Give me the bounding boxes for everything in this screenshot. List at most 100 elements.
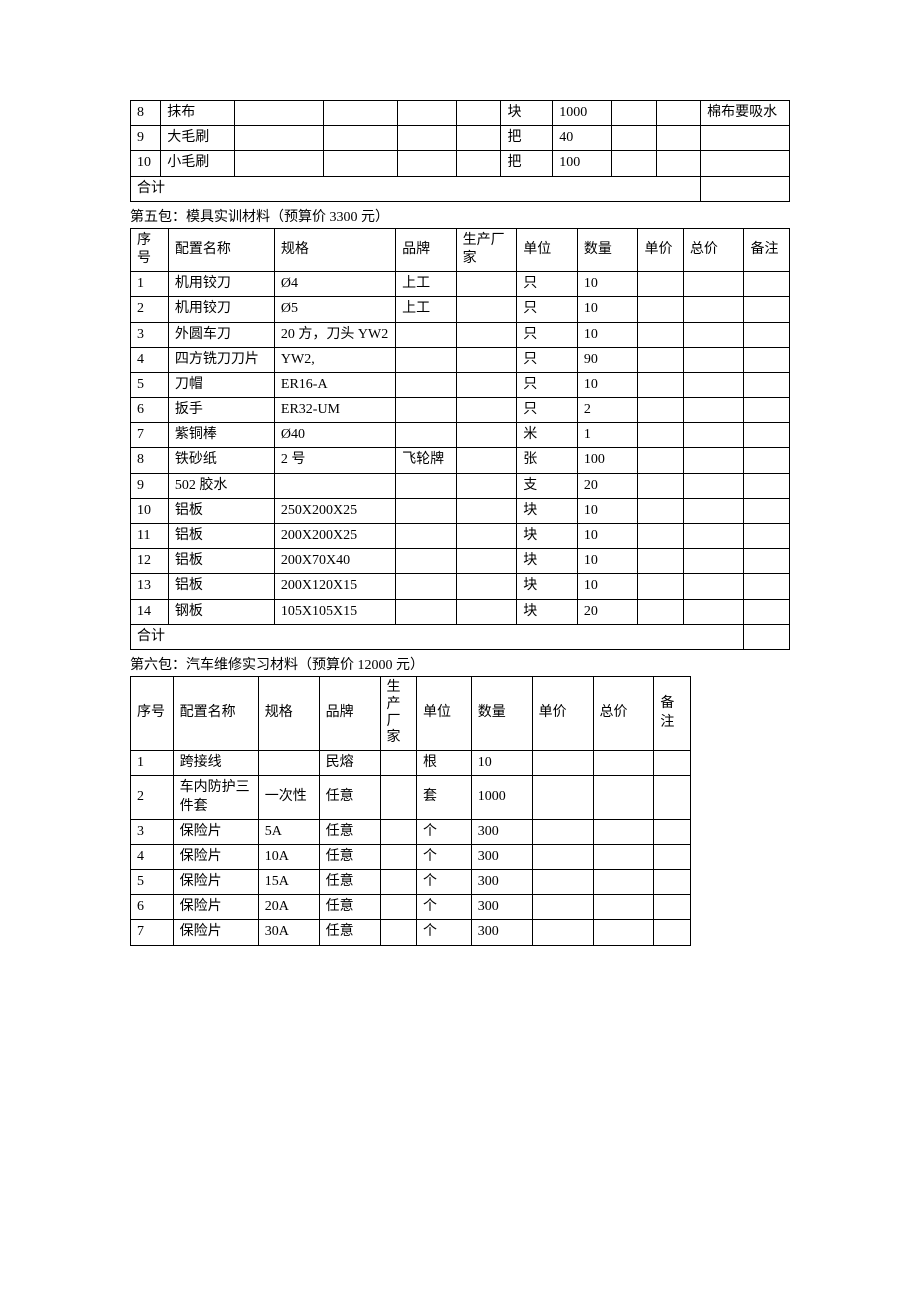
table-header-cell: 生产厂家 bbox=[380, 676, 417, 750]
table-cell bbox=[744, 322, 790, 347]
table-cell: 20A bbox=[258, 895, 319, 920]
table-cell: 小毛刷 bbox=[161, 151, 235, 176]
table-row: 7紫铜棒Ø40米1 bbox=[131, 423, 790, 448]
table-row: 2车内防护三件套一次性任意套1000 bbox=[131, 776, 691, 819]
table-cell: 4 bbox=[131, 844, 174, 869]
table-cell: 1 bbox=[131, 751, 174, 776]
table-cell bbox=[638, 574, 683, 599]
table-footer-cell bbox=[701, 176, 790, 201]
table-cell bbox=[396, 599, 457, 624]
table-cell bbox=[744, 423, 790, 448]
table-cell: 大毛刷 bbox=[161, 126, 235, 151]
table-cell bbox=[397, 101, 456, 126]
table-cell bbox=[654, 895, 691, 920]
table-cell bbox=[656, 126, 700, 151]
table-cell: 3 bbox=[131, 819, 174, 844]
table-row: 8抹布块1000棉布要吸水 bbox=[131, 101, 790, 126]
table-cell: 张 bbox=[517, 448, 578, 473]
table-cell bbox=[397, 151, 456, 176]
table-row: 8铁砂纸2 号飞轮牌张100 bbox=[131, 448, 790, 473]
table-6: 序号配置名称规格品牌生产厂家单位数量单价总价备注1跨接线民熔根102车内防护三件… bbox=[130, 676, 691, 946]
table-cell bbox=[638, 423, 683, 448]
table-cell: 只 bbox=[517, 398, 578, 423]
table-cell: 任意 bbox=[319, 920, 380, 945]
table-cell: 车内防护三件套 bbox=[173, 776, 258, 819]
table-cell: 铝板 bbox=[168, 574, 274, 599]
table-cell: 保险片 bbox=[173, 870, 258, 895]
table-cell: 502 胶水 bbox=[168, 473, 274, 498]
table-cell bbox=[532, 920, 593, 945]
table-cell: 10 bbox=[577, 498, 638, 523]
table-cell bbox=[744, 272, 790, 297]
table-cell bbox=[744, 549, 790, 574]
table-cell: 块 bbox=[517, 498, 578, 523]
table-header-cell: 单价 bbox=[532, 676, 593, 750]
table-cell: 7 bbox=[131, 920, 174, 945]
table-cell bbox=[457, 101, 501, 126]
table-cell: 机用铰刀 bbox=[168, 272, 274, 297]
table-row: 6扳手ER32-UM只2 bbox=[131, 398, 790, 423]
table-cell: 一次性 bbox=[258, 776, 319, 819]
table-cell: 块 bbox=[517, 524, 578, 549]
table-cell bbox=[744, 347, 790, 372]
table-cell bbox=[683, 549, 744, 574]
table-cell: ER32-UM bbox=[274, 398, 395, 423]
table-footer-label: 合计 bbox=[131, 624, 744, 649]
table-cell bbox=[396, 322, 457, 347]
section-5-title: 第五包：模具实训材料（预算价 3300 元） bbox=[130, 206, 790, 226]
table-cell: 10 bbox=[131, 498, 169, 523]
table-cell bbox=[683, 322, 744, 347]
table-cell: 四方铣刀刀片 bbox=[168, 347, 274, 372]
table-cell bbox=[456, 549, 517, 574]
table-cell: 把 bbox=[501, 151, 553, 176]
table-cell: 套 bbox=[417, 776, 472, 819]
table-header-row: 序号配置名称规格品牌生产厂家单位数量单价总价备注 bbox=[131, 676, 691, 750]
table-cell bbox=[593, 819, 654, 844]
table-cell bbox=[396, 549, 457, 574]
table-cell bbox=[457, 151, 501, 176]
table-cell: 铁砂纸 bbox=[168, 448, 274, 473]
table-cell bbox=[380, 920, 417, 945]
table-header-cell: 数量 bbox=[577, 228, 638, 271]
table-header-cell: 备注 bbox=[654, 676, 691, 750]
table-cell: 扳手 bbox=[168, 398, 274, 423]
table-cell: 8 bbox=[131, 448, 169, 473]
table-cell bbox=[744, 498, 790, 523]
table-cell: 105X105X15 bbox=[274, 599, 395, 624]
table-cell bbox=[638, 549, 683, 574]
table-cell: 8 bbox=[131, 101, 161, 126]
table-cell bbox=[638, 524, 683, 549]
table-cell bbox=[456, 599, 517, 624]
table-cell bbox=[744, 524, 790, 549]
table-cell: 任意 bbox=[319, 844, 380, 869]
table-cell: 钢板 bbox=[168, 599, 274, 624]
table-row: 13铝板200X120X15块10 bbox=[131, 574, 790, 599]
table-cell bbox=[593, 751, 654, 776]
table-cell bbox=[744, 574, 790, 599]
table-cell: 5 bbox=[131, 372, 169, 397]
table-cell bbox=[683, 498, 744, 523]
table-row: 12铝板200X70X40块10 bbox=[131, 549, 790, 574]
table-cell bbox=[323, 101, 397, 126]
table-cell: 7 bbox=[131, 423, 169, 448]
table-cell: 1 bbox=[131, 272, 169, 297]
table-cell: 10 bbox=[577, 549, 638, 574]
table-row: 11铝板200X200X25块10 bbox=[131, 524, 790, 549]
table-cell bbox=[701, 151, 790, 176]
table-row: 7保险片30A任意个300 bbox=[131, 920, 691, 945]
table-cell: 300 bbox=[471, 920, 532, 945]
table-cell bbox=[612, 151, 656, 176]
table-cell: 块 bbox=[501, 101, 553, 126]
table-cell bbox=[612, 126, 656, 151]
table-cell bbox=[744, 398, 790, 423]
table-cell: 2 bbox=[577, 398, 638, 423]
table-header-cell: 数量 bbox=[471, 676, 532, 750]
table-cell: 铝板 bbox=[168, 498, 274, 523]
table-cell bbox=[638, 398, 683, 423]
table-cell bbox=[593, 776, 654, 819]
table-header-cell: 生产厂家 bbox=[456, 228, 517, 271]
table-cell bbox=[258, 751, 319, 776]
table-cell: 根 bbox=[417, 751, 472, 776]
table-header-cell: 单位 bbox=[517, 228, 578, 271]
table-cell bbox=[532, 870, 593, 895]
